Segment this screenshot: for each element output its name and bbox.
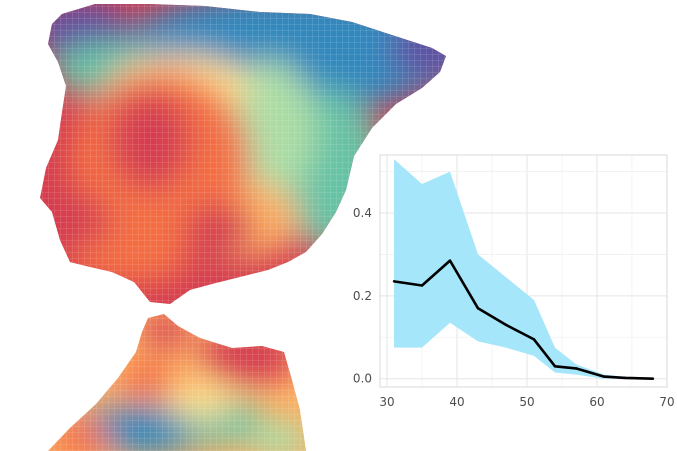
data-point (532, 338, 536, 341)
y-tick-label: 0.4 (353, 206, 372, 220)
data-point (553, 365, 557, 368)
data-point (392, 280, 396, 283)
x-tick-label: 40 (449, 395, 464, 409)
y-axis: 0.0 0.2 0.4 (353, 206, 372, 386)
y-tick-label: 0.0 (353, 372, 372, 386)
data-point (476, 307, 480, 310)
data-point (602, 375, 606, 378)
data-point (574, 367, 578, 370)
data-point (504, 323, 508, 327)
x-tick-label: 60 (589, 395, 604, 409)
x-axis: 30 40 50 60 70 (379, 395, 674, 409)
x-tick-label: 50 (519, 395, 534, 409)
data-point (623, 376, 627, 380)
x-tick-label: 30 (379, 395, 394, 409)
data-point (420, 284, 424, 287)
data-point (651, 377, 655, 380)
plot-panel-border (379, 154, 668, 388)
y-tick-label: 0.2 (353, 289, 372, 303)
data-points (392, 259, 655, 380)
data-point (448, 259, 452, 262)
confidence-band (394, 159, 653, 379)
x-tick-label: 70 (659, 395, 674, 409)
